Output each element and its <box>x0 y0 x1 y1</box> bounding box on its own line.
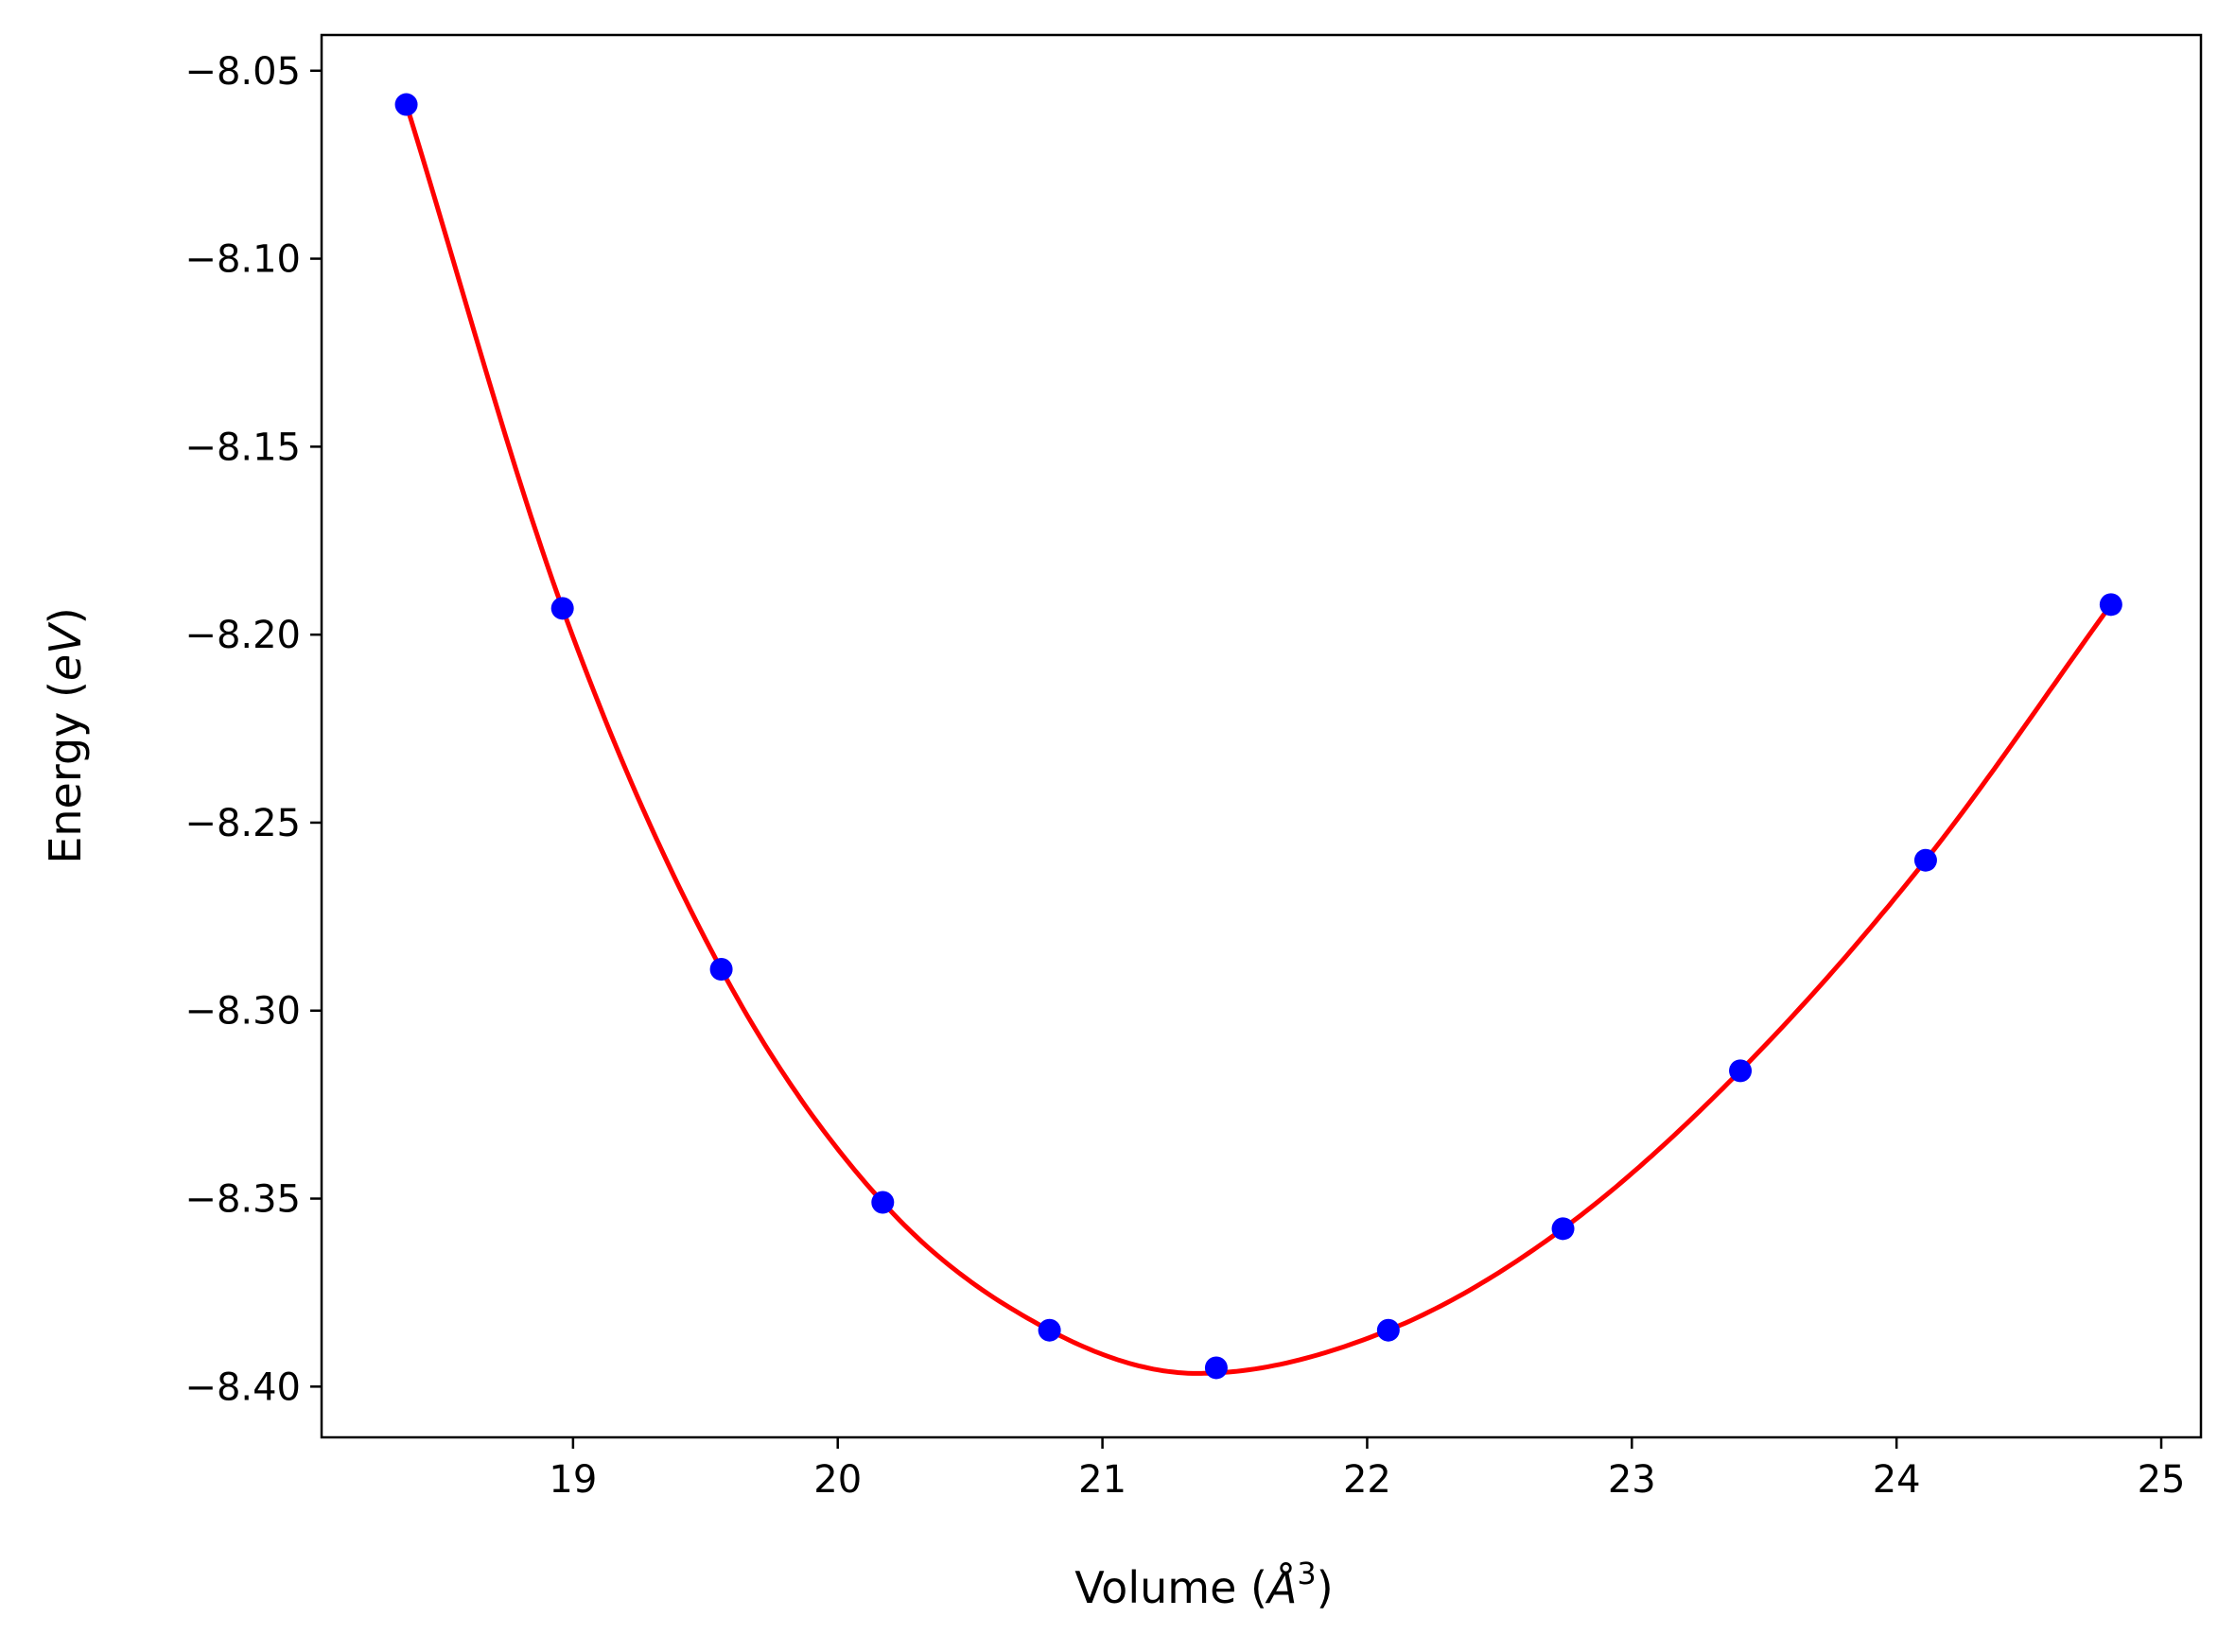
y-axis-label: Energy (eV) <box>40 607 91 863</box>
y-axis-ticks: −8.05 −8.10 −8.15 −8.20 −8.25 −8.30 −8.35 −8.40 <box>184 50 322 1409</box>
y-tick-label: −8.10 <box>184 238 301 282</box>
y-tick-label: −8.25 <box>184 802 301 845</box>
x-axis-label-close: ) <box>1317 1562 1334 1613</box>
x-tick-label: 25 <box>2138 1458 2186 1502</box>
data-point <box>550 597 574 620</box>
y-tick-label: −8.40 <box>184 1365 301 1409</box>
y-tick-label: −8.15 <box>184 426 301 469</box>
x-axis-ticks: 19 20 21 22 23 24 25 <box>549 1437 2185 1502</box>
x-tick-label: 22 <box>1343 1458 1391 1502</box>
data-point <box>1204 1356 1228 1380</box>
x-axis-label: Volume (Å3) <box>1074 1556 1333 1613</box>
x-tick-label: 23 <box>1608 1458 1656 1502</box>
fit-curve-layer <box>404 103 2113 1376</box>
y-tick-label: −8.30 <box>184 990 301 1034</box>
fit-curve <box>404 103 2113 1376</box>
y-axis-label-text: Energy ( <box>40 681 91 864</box>
y-axis-label-unit: eV <box>40 621 91 681</box>
data-point <box>871 1191 895 1214</box>
data-point <box>2099 593 2122 617</box>
x-axis-label-exponent: 3 <box>1297 1556 1316 1591</box>
data-point <box>1551 1217 1575 1241</box>
x-tick-label: 24 <box>1873 1458 1921 1502</box>
y-axis-label-close: ) <box>40 607 91 624</box>
data-points-layer <box>394 93 2122 1380</box>
data-point <box>1913 848 1937 872</box>
x-tick-label: 19 <box>549 1458 597 1502</box>
data-point <box>1376 1318 1400 1342</box>
x-axis-label-text: Volume ( <box>1074 1562 1267 1613</box>
y-tick-label: −8.35 <box>184 1178 301 1222</box>
y-tick-label: −8.20 <box>184 614 301 657</box>
data-point <box>709 958 733 982</box>
plot-frame <box>320 33 2203 1439</box>
data-point <box>1038 1318 1061 1342</box>
x-tick-label: 21 <box>1078 1458 1126 1502</box>
data-point <box>1729 1059 1753 1083</box>
x-tick-label: 20 <box>813 1458 862 1502</box>
data-point <box>394 93 418 116</box>
x-axis-label-symbol: Å <box>1265 1562 1297 1613</box>
y-tick-label: −8.05 <box>184 50 301 94</box>
